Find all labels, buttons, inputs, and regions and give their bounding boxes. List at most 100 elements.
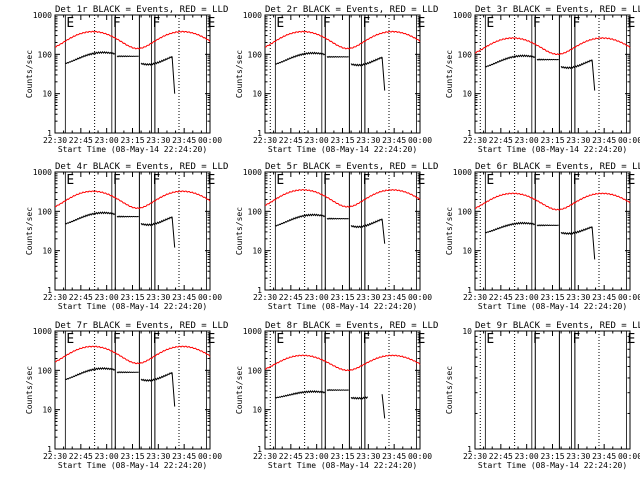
chart-panel-9: Det 9r BLACK = Events, RED = LLD 1 10 Count…	[445, 321, 640, 470]
lld-series-line	[55, 30, 211, 50]
event-marker-label: F	[113, 173, 121, 188]
y-tick-label: 10	[462, 247, 472, 256]
x-tick-label: 22:45	[279, 136, 303, 145]
x-tick-label: 22:45	[489, 293, 513, 302]
events-series-line	[326, 217, 349, 220]
y-tick-label: 1000	[453, 168, 472, 177]
x-tick-label: 23:45	[382, 136, 406, 145]
events-series-line	[326, 388, 349, 392]
x-tick-label: 23:15	[330, 293, 354, 302]
events-tail-line	[171, 372, 176, 407]
x-tick-label: 23:45	[172, 136, 196, 145]
events-series-line	[560, 59, 593, 70]
events-series-line	[65, 366, 116, 381]
x-tick-label: 23:00	[95, 452, 119, 461]
y-tick-label: 10	[252, 406, 262, 415]
x-tick-label: 23:30	[146, 293, 170, 302]
x-tick-label: 23:30	[146, 136, 170, 145]
lld-series-line	[55, 345, 211, 365]
y-tick-label: 100	[248, 50, 263, 59]
events-series-line	[140, 216, 173, 227]
y-axis-label: Counts/sec	[445, 50, 454, 98]
chart-panel-4: Det 4r BLACK = Events, RED = LLD11010010…	[25, 162, 271, 311]
x-tick-label: 23:30	[356, 452, 380, 461]
y-tick-label: 10	[252, 90, 262, 99]
events-tail-line	[171, 56, 176, 94]
events-series-line	[485, 221, 536, 234]
lld-series-line	[265, 189, 421, 208]
x-tick-label: 22:30	[463, 293, 487, 302]
x-tick-label: 23:15	[120, 452, 144, 461]
y-tick-label: 1	[47, 445, 52, 454]
event-marker-label: F	[533, 173, 541, 188]
event-marker-label: F	[113, 16, 121, 31]
x-tick-label: 23:45	[592, 293, 616, 302]
event-marker-label: E	[66, 16, 74, 31]
event-marker-label: E	[208, 16, 216, 31]
chart-title: Det 1r BLACK = Events, RED = LLD	[55, 5, 228, 15]
x-axis-label: Start Time (08-May-14 22:24:20)	[268, 461, 417, 470]
x-tick-label: 22:45	[489, 136, 513, 145]
x-tick-label: 22:30	[463, 136, 487, 145]
events-series-line	[275, 213, 326, 227]
y-tick-label: 100	[458, 50, 473, 59]
x-tick-label: 22:30	[253, 136, 277, 145]
y-axis-label: Counts/sec	[235, 50, 244, 98]
y-tick-label: 100	[38, 50, 53, 59]
x-tick-label: 00:00	[408, 136, 432, 145]
x-tick-label: 22:45	[279, 293, 303, 302]
event-marker-label: E	[486, 173, 494, 188]
events-tail-line	[381, 394, 386, 419]
x-tick-label: 23:45	[382, 293, 406, 302]
events-series-line	[116, 55, 139, 58]
x-axis-label: Start Time (08-May-14 22:24:20)	[58, 461, 207, 470]
y-tick-label: 100	[248, 207, 263, 216]
x-tick-label: 23:00	[95, 136, 119, 145]
event-marker-label: E	[208, 173, 216, 188]
y-axis-label: Counts/sec	[235, 366, 244, 414]
x-tick-label: 00:00	[408, 452, 432, 461]
x-tick-label: 22:45	[489, 452, 513, 461]
x-tick-label: 22:45	[69, 293, 93, 302]
plot-frame	[474, 14, 631, 134]
y-tick-label: 10	[42, 247, 52, 256]
x-tick-label: 00:00	[198, 136, 222, 145]
chart-title: Det 5r BLACK = Events, RED = LLD	[265, 162, 438, 172]
x-tick-label: 22:45	[279, 452, 303, 461]
events-series-line	[116, 371, 139, 374]
x-axis-label: Start Time (08-May-14 22:24:20)	[58, 302, 207, 311]
event-marker-label: F	[572, 16, 580, 31]
x-tick-label: 00:00	[198, 293, 222, 302]
plot-frame	[264, 14, 421, 134]
event-marker-label: F	[152, 173, 160, 188]
lld-series-line	[474, 37, 631, 56]
event-marker-label: E	[628, 173, 636, 188]
chart-panel-1: Det 1r BLACK = Events, RED = LLD 1 10 100 10…	[25, 5, 271, 154]
y-tick-label: 1000	[33, 11, 52, 20]
event-marker-label: E	[628, 332, 636, 347]
event-marker-label: E	[628, 16, 636, 31]
lld-series-line	[475, 192, 631, 211]
plot-frame	[474, 330, 631, 450]
y-tick-label: 10	[42, 406, 52, 415]
y-tick-label: 1	[467, 445, 472, 454]
y-axis-label: Counts/sec	[25, 366, 34, 414]
events-tail-line	[381, 219, 386, 244]
event-marker-label: E	[418, 16, 426, 31]
y-tick-label: 10	[462, 90, 472, 99]
event-marker-label: E	[66, 173, 74, 188]
chart-panel-2: Det 2r BLACK = Events, RED = LLD11010010…	[235, 5, 481, 154]
event-marker-label: E	[208, 332, 216, 347]
x-tick-label: 23:15	[120, 293, 144, 302]
x-tick-label: 00:00	[408, 293, 432, 302]
y-axis-label: Counts/sec	[25, 207, 34, 255]
y-tick-label: 100	[458, 207, 473, 216]
x-tick-label: 00:00	[198, 452, 222, 461]
x-tick-label: 23:30	[356, 293, 380, 302]
y-tick-label: 1	[467, 129, 472, 138]
x-tick-label: 00:00	[618, 452, 640, 461]
event-marker-label: E	[486, 332, 494, 347]
events-series-line	[350, 56, 383, 67]
y-tick-label: 1	[47, 129, 52, 138]
